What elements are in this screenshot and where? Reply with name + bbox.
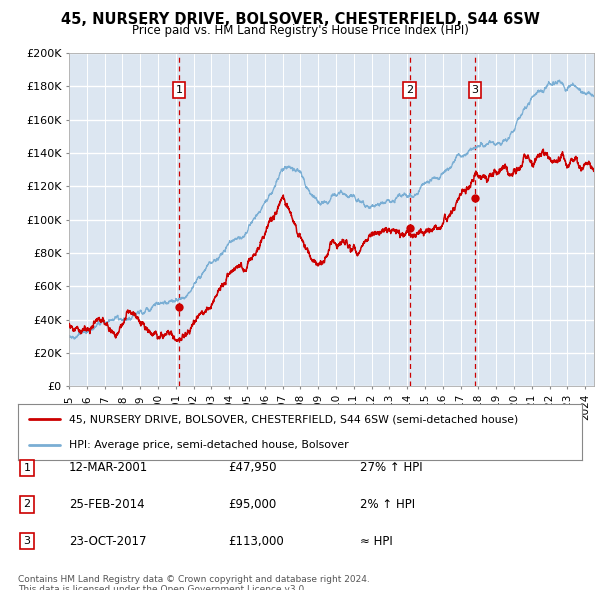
Text: £47,950: £47,950 [228,461,277,474]
Text: Price paid vs. HM Land Registry's House Price Index (HPI): Price paid vs. HM Land Registry's House … [131,24,469,37]
Text: 2% ↑ HPI: 2% ↑ HPI [360,498,415,511]
Text: 12-MAR-2001: 12-MAR-2001 [69,461,148,474]
Text: 27% ↑ HPI: 27% ↑ HPI [360,461,422,474]
Text: 1: 1 [23,463,31,473]
Text: £95,000: £95,000 [228,498,276,511]
Text: 3: 3 [472,85,478,95]
Text: 1: 1 [176,85,182,95]
Text: 2: 2 [23,500,31,509]
Text: HPI: Average price, semi-detached house, Bolsover: HPI: Average price, semi-detached house,… [69,440,349,450]
Text: 25-FEB-2014: 25-FEB-2014 [69,498,145,511]
Text: £113,000: £113,000 [228,535,284,548]
Text: 23-OCT-2017: 23-OCT-2017 [69,535,146,548]
Text: Contains HM Land Registry data © Crown copyright and database right 2024.
This d: Contains HM Land Registry data © Crown c… [18,575,370,590]
Text: 45, NURSERY DRIVE, BOLSOVER, CHESTERFIELD, S44 6SW (semi-detached house): 45, NURSERY DRIVE, BOLSOVER, CHESTERFIEL… [69,414,518,424]
Text: 2: 2 [406,85,413,95]
Text: 45, NURSERY DRIVE, BOLSOVER, CHESTERFIELD, S44 6SW: 45, NURSERY DRIVE, BOLSOVER, CHESTERFIEL… [61,12,539,27]
Text: ≈ HPI: ≈ HPI [360,535,393,548]
Text: 3: 3 [23,536,31,546]
